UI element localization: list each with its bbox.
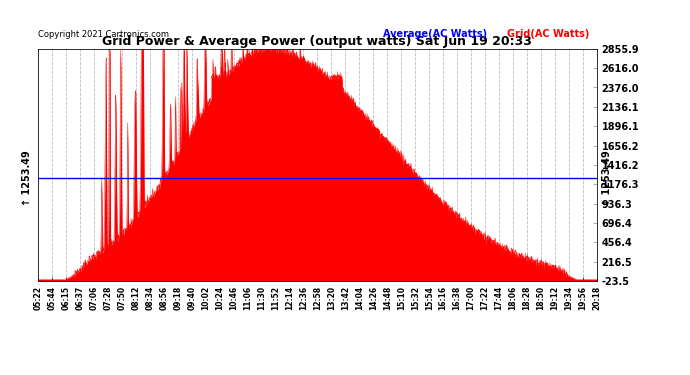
Text: Average(AC Watts): Average(AC Watts) — [383, 29, 487, 39]
Text: ↑ 1253.49: ↑ 1253.49 — [602, 150, 613, 206]
Title: Grid Power & Average Power (output watts) Sat Jun 19 20:33: Grid Power & Average Power (output watts… — [102, 34, 533, 48]
Text: ↑ 1253.49: ↑ 1253.49 — [22, 150, 32, 206]
Text: Grid(AC Watts): Grid(AC Watts) — [507, 29, 589, 39]
Text: Copyright 2021 Cartronics.com: Copyright 2021 Cartronics.com — [38, 30, 169, 39]
